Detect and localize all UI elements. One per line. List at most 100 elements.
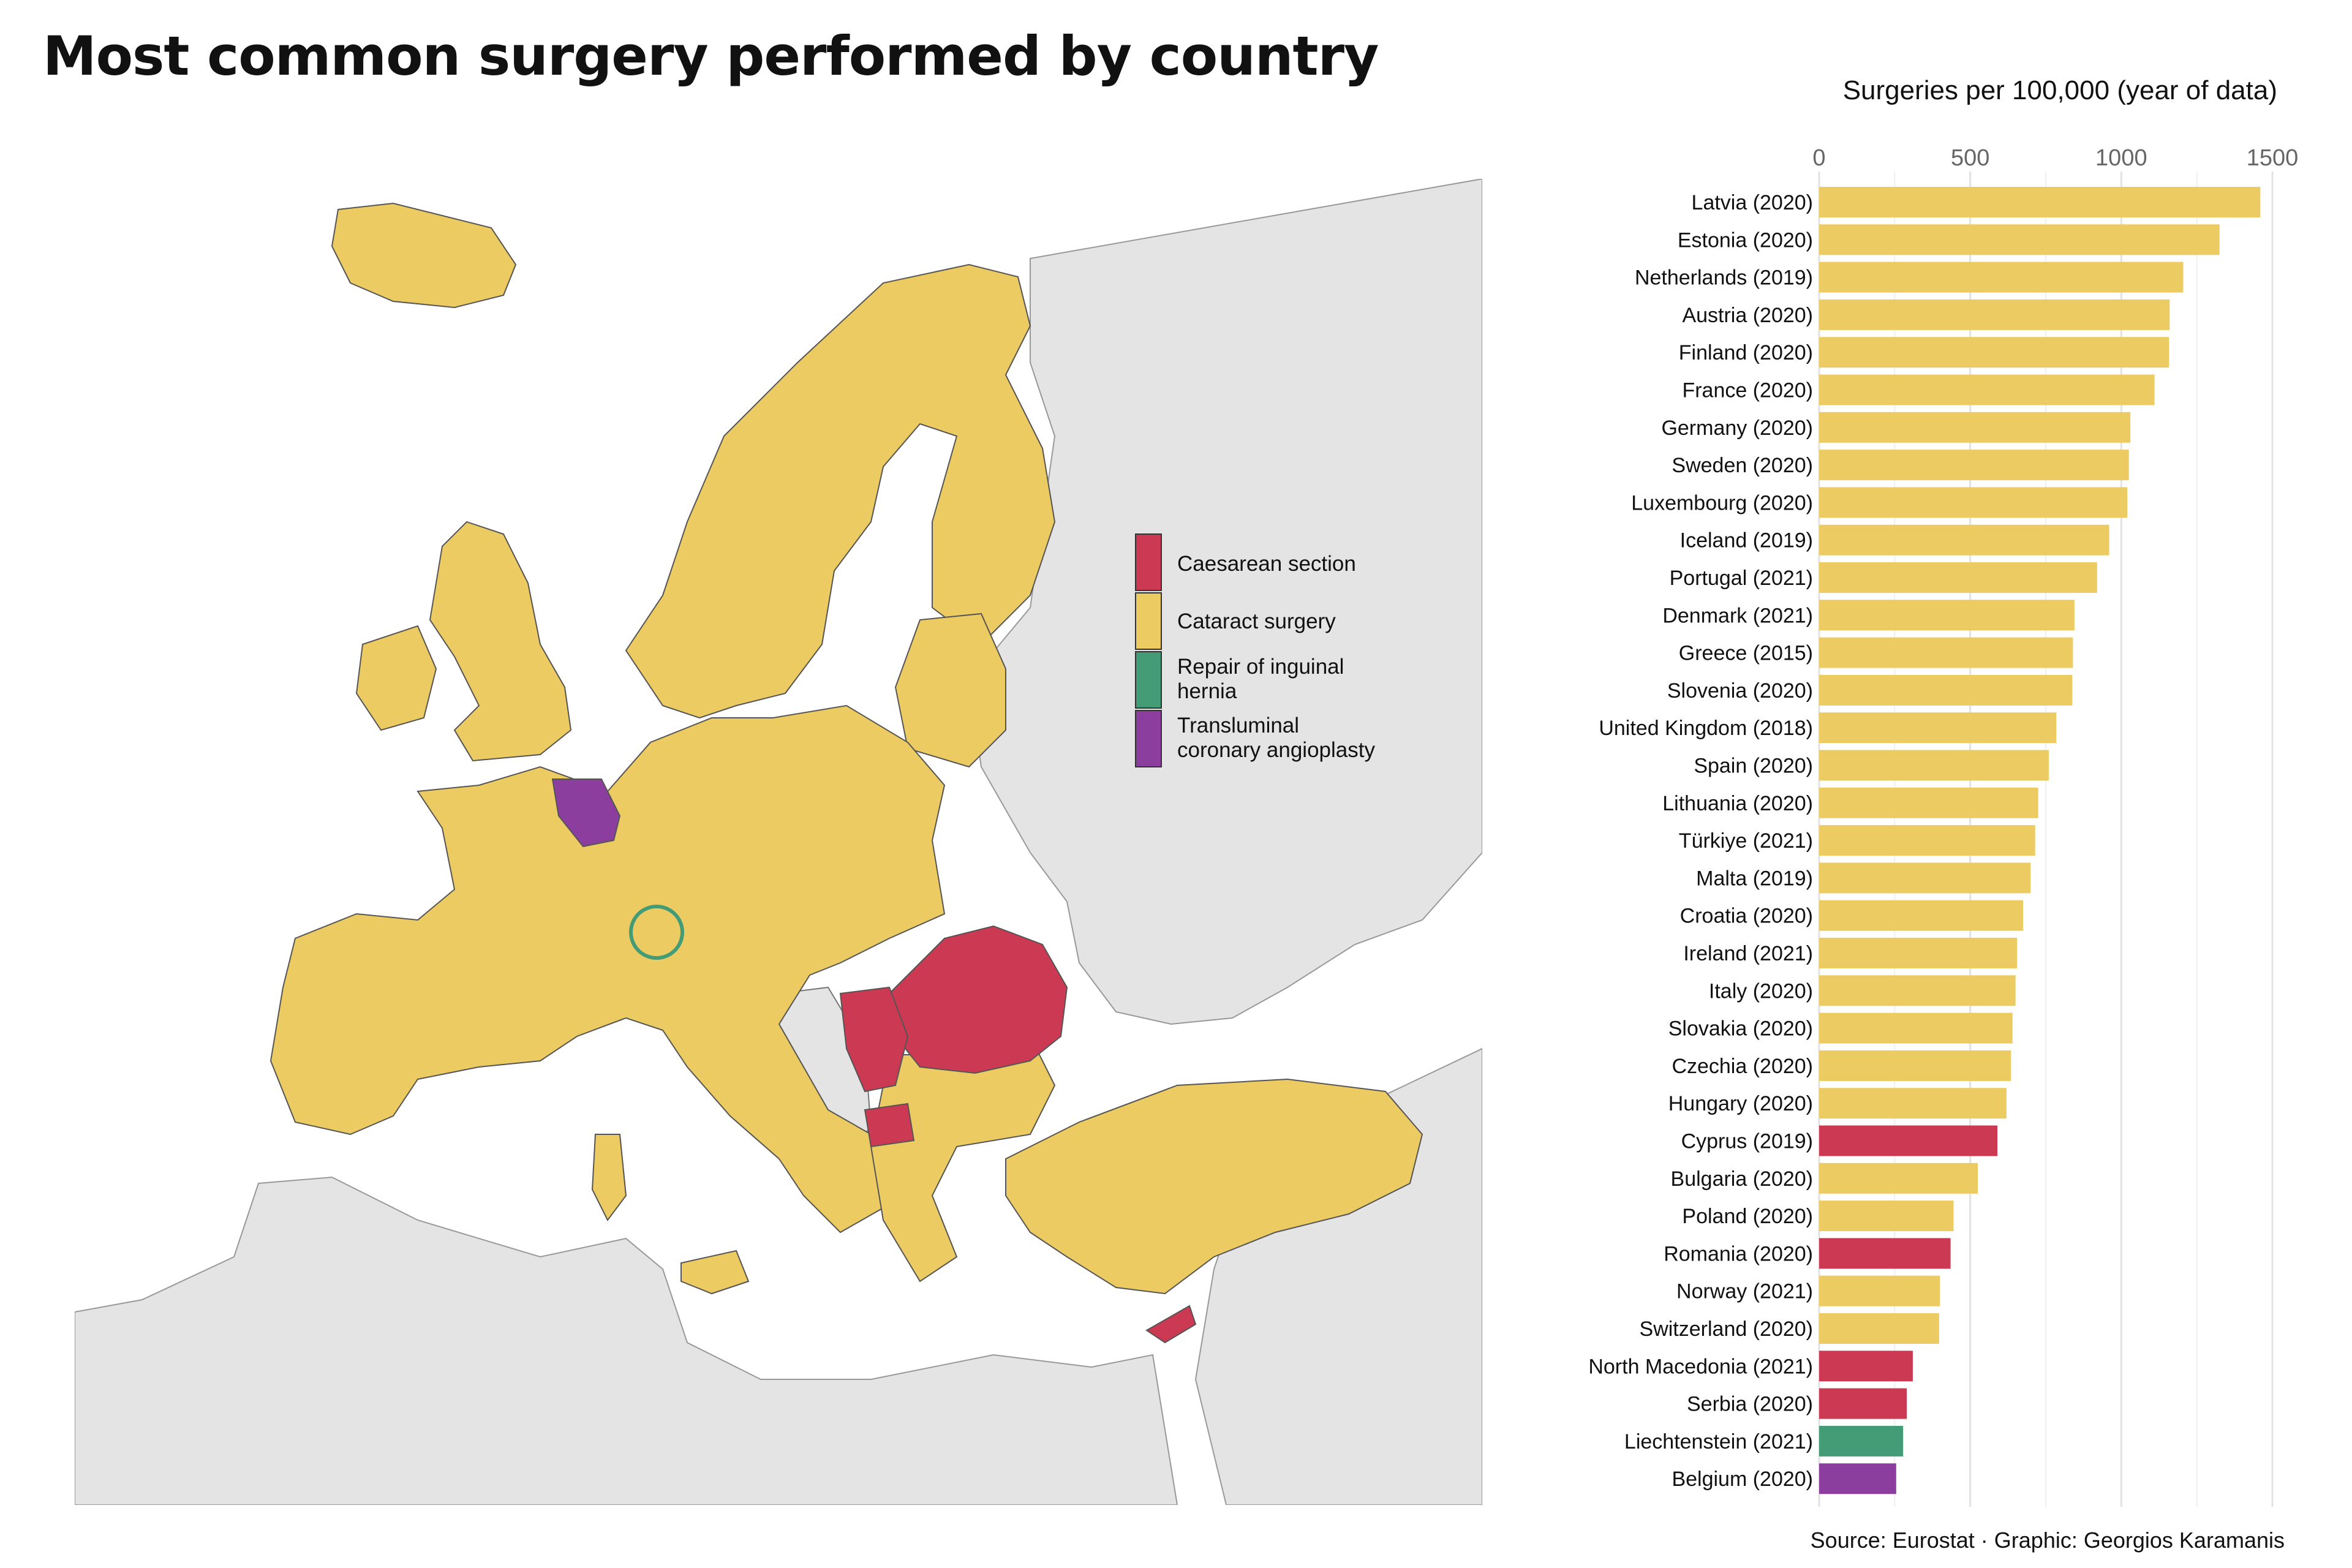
category-label: United Kingdom (2018)	[1599, 717, 1813, 740]
bar-chart: Surgeries per 100,000 (year of data) 0 50…	[1588, 75, 2299, 1507]
bar	[1819, 1163, 1978, 1194]
legend-label: Repair of inguinal hernia	[1177, 655, 1350, 703]
category-label: Slovakia (2020)	[1668, 1017, 1813, 1041]
category-label: North Macedonia (2021)	[1588, 1355, 1813, 1378]
legend-item-caesarean: Caesarean section	[1135, 533, 1356, 591]
bar	[1819, 1463, 1896, 1494]
category-label: Malta (2019)	[1696, 867, 1813, 890]
category-labels: Latvia (2020) Estonia (2020) Netherlands (…	[1588, 191, 1813, 1491]
map-liechtenstein-marker	[629, 905, 684, 960]
category-label: Germany (2020)	[1661, 417, 1813, 440]
category-label: Luxembourg (2020)	[1631, 491, 1813, 514]
legend-label-line: Transluminal	[1177, 714, 1299, 737]
category-label: Liechtenstein (2021)	[1624, 1430, 1813, 1453]
bar	[1819, 862, 2031, 894]
category-label: Belgium (2020)	[1672, 1468, 1813, 1491]
bar	[1819, 187, 2261, 217]
category-label: Czechia (2020)	[1672, 1055, 1813, 1078]
legend-swatch	[1135, 592, 1162, 650]
category-label: Slovenia (2020)	[1667, 679, 1813, 703]
bar	[1819, 262, 2184, 293]
category-label: Croatia (2020)	[1680, 905, 1813, 928]
bar	[1819, 562, 2097, 593]
map-legend: Caesarean section Cataract surgery Repai…	[1135, 533, 1375, 767]
category-label: Italy (2020)	[1709, 979, 1813, 1003]
bar	[1819, 900, 2023, 931]
legend-label-line: coronary angioplasty	[1177, 738, 1375, 762]
category-label: Serbia (2020)	[1687, 1393, 1813, 1416]
map-belgium	[551, 778, 621, 848]
category-label: Netherlands (2019)	[1635, 266, 1813, 290]
category-label: Portugal (2021)	[1670, 567, 1813, 590]
europe-map: Caesarean section Cataract surgery Repai…	[75, 179, 1482, 1505]
bar	[1819, 412, 2131, 443]
category-label: Denmark (2021)	[1662, 604, 1813, 627]
category-label: Estonia (2020)	[1678, 228, 1813, 252]
bar	[1819, 1238, 1951, 1269]
bar	[1819, 374, 2155, 405]
bar	[1819, 1425, 1904, 1457]
category-label: Switzerland (2020)	[1640, 1317, 1813, 1341]
map-caesarean-countries	[839, 925, 1197, 1344]
map-serbia	[839, 986, 909, 1093]
bar	[1819, 787, 2038, 818]
map-sardinia	[591, 1134, 627, 1221]
map-sicily	[680, 1250, 750, 1295]
legend-swatch	[1135, 533, 1162, 591]
bar	[1819, 1012, 2013, 1044]
bar	[1819, 1351, 1913, 1382]
bar	[1819, 224, 2220, 255]
bar	[1819, 1050, 2011, 1081]
bar	[1819, 299, 2170, 330]
bar	[1819, 1125, 1998, 1156]
bar	[1819, 1200, 1954, 1232]
category-label: Latvia (2020)	[1692, 191, 1813, 214]
map-cataract-countries	[270, 202, 1423, 1295]
source-note: Source: Eurostat · Graphic: Georgios Kar…	[1810, 1528, 2285, 1553]
legend-item-angioplasty: Transluminal coronary angioplasty	[1135, 710, 1375, 767]
bar	[1819, 938, 2018, 968]
bar	[1819, 712, 2057, 744]
bars	[1819, 187, 2261, 1494]
map-uk	[429, 521, 572, 762]
map-cyprus	[1145, 1305, 1197, 1344]
category-label: Finland (2020)	[1679, 341, 1813, 364]
legend-swatch	[1135, 651, 1162, 709]
x-axis-title: Surgeries per 100,000 (year of data)	[1843, 75, 2277, 105]
bar	[1819, 975, 2016, 1006]
category-label: Norway (2021)	[1676, 1280, 1813, 1303]
bar	[1819, 600, 2075, 631]
map-land-other-africa	[75, 1176, 1178, 1505]
bar	[1819, 1313, 1939, 1344]
category-label: Ireland (2021)	[1683, 942, 1813, 965]
x-tick-label: 0	[1812, 145, 1825, 171]
category-label: Lithuania (2020)	[1662, 792, 1813, 815]
bar	[1819, 750, 2049, 781]
x-tick-label: 1000	[2095, 145, 2147, 171]
category-label: Romania (2020)	[1664, 1242, 1813, 1265]
map-north-macedonia	[864, 1102, 915, 1148]
category-label: Austria (2020)	[1682, 304, 1813, 327]
category-label: Bulgaria (2020)	[1671, 1167, 1813, 1191]
bar	[1819, 337, 2169, 368]
map-baltics	[894, 612, 1006, 768]
bar	[1819, 524, 2109, 556]
x-tick-label: 1500	[2247, 145, 2299, 171]
legend-label: Cataract surgery	[1177, 609, 1336, 633]
category-label: Cyprus (2019)	[1681, 1130, 1813, 1153]
bar	[1819, 674, 2073, 706]
legend-label: Transluminal coronary angioplasty	[1177, 714, 1375, 762]
page-title: Most common surgery performed by country	[43, 24, 1379, 88]
bar	[1819, 1275, 1940, 1306]
bar	[1819, 1388, 1907, 1419]
category-label: Hungary (2020)	[1668, 1092, 1813, 1115]
map-iceland	[331, 202, 517, 309]
category-label: Türkiye (2021)	[1679, 829, 1813, 853]
category-label: Greece (2015)	[1679, 642, 1813, 665]
bar	[1819, 1088, 2007, 1119]
category-label: Iceland (2019)	[1680, 529, 1813, 552]
legend-label-line: Repair of inguinal	[1177, 655, 1344, 679]
category-label: Poland (2020)	[1682, 1205, 1813, 1228]
map-continent	[270, 704, 946, 1234]
map-ireland	[355, 625, 437, 731]
